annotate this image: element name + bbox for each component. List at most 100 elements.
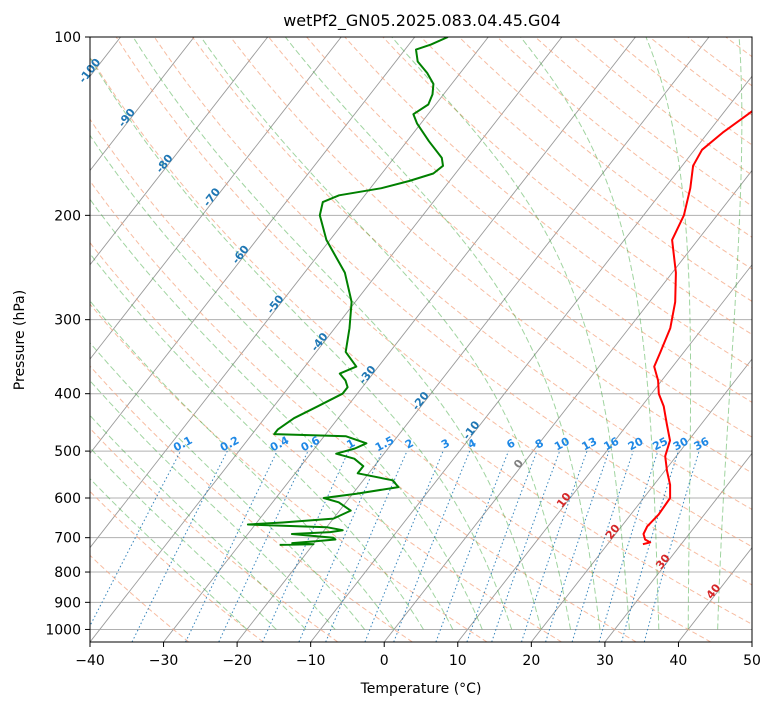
moist-adiabat-line (717, 37, 743, 630)
x-tick-label: −30 (149, 653, 179, 669)
mixing-ratio-line (364, 450, 444, 642)
dry-adiabat-line (115, 37, 752, 586)
mixing-ratio-label: 16 (602, 434, 622, 453)
y-tick-label: 300 (54, 313, 81, 329)
dry-adiabat-line (420, 37, 752, 302)
dry-adiabat-line (90, 490, 264, 642)
isotherm-line (90, 37, 269, 266)
axes: −40 −30 −20 −10 0 10 20 30 40 5010020030040050060… (45, 30, 761, 669)
isotherm-line (90, 37, 563, 642)
dry-adiabat-line (191, 37, 752, 511)
y-tick-label: 600 (54, 491, 81, 507)
isotherm-line (163, 37, 636, 642)
mixing-ratio-label: 10 (552, 435, 572, 454)
y-tick-label: 1000 (45, 622, 81, 638)
x-tick-label: 40 (670, 653, 688, 669)
mixing-ratio-line (571, 450, 634, 642)
dry-adiabat-line (382, 37, 752, 335)
temperature-curve (642, 110, 752, 546)
dry-adiabat-line (230, 37, 752, 474)
isotherm-label: -30 (356, 363, 379, 387)
x-tick-label: 50 (743, 653, 761, 669)
dry-adiabat-line (90, 365, 413, 642)
y-tick-label: 800 (54, 565, 81, 581)
isotherm-line (90, 37, 342, 360)
moist-adiabat-line (391, 37, 630, 630)
mixing-ratio-label: 2 (403, 436, 416, 451)
mixing-ratio-line (521, 450, 588, 642)
x-tick-label: 30 (596, 653, 614, 669)
mixing-ratio-label: 25 (650, 435, 670, 454)
isotherm-label: 0 (511, 457, 526, 471)
moist-adiabat-line (90, 300, 395, 630)
moist-adiabat-line (90, 342, 365, 630)
dry-adiabat-line (268, 37, 752, 438)
y-tick-label: 100 (54, 30, 81, 46)
dewpoint-curve (246, 37, 449, 546)
dry-adiabat-line (90, 241, 562, 642)
x-tick-label: 20 (522, 653, 540, 669)
dry-adiabat-line (344, 37, 752, 369)
isotherm-label: -70 (201, 185, 224, 209)
isotherm-line (90, 37, 489, 549)
x-tick-label: −10 (296, 653, 326, 669)
x-tick-label: 10 (449, 653, 467, 669)
isotherm-line (457, 264, 752, 642)
mixing-ratio-line (545, 450, 610, 642)
mixing-ratio-label: 4 (466, 436, 479, 451)
y-tick-label: 900 (54, 595, 81, 611)
moist-adiabat-line (284, 37, 601, 630)
moist-adiabat-line (90, 57, 513, 630)
mixing-ratio-line (262, 450, 349, 642)
isotherm-label: 10 (554, 490, 574, 510)
moist-adiabat-line (200, 37, 571, 630)
isotherm-line (236, 37, 710, 642)
dry-adiabat-line (90, 55, 752, 625)
chart-title: wetPf2_GN05.2025.083.04.45.G04 (283, 11, 561, 31)
plot-frame (89, 36, 753, 643)
isotherm-line (383, 169, 752, 642)
mixing-ratio-line (218, 450, 309, 642)
isotherm-label: -80 (153, 152, 176, 176)
moist-adiabat-line (90, 447, 277, 630)
mixing-ratio-line (325, 450, 408, 642)
moist-adiabat-line (90, 134, 483, 630)
dry-adiabat-line (90, 118, 712, 642)
moist-adiabat-line (90, 379, 336, 630)
dry-adiabat-line (90, 427, 339, 642)
moist-adiabat-line (90, 252, 424, 630)
mixing-ratio-label: 36 (692, 435, 712, 454)
x-tick-label: −40 (75, 653, 105, 669)
dry-adiabat-line (153, 37, 752, 548)
mixing-ratio-label: 3 (439, 436, 452, 451)
x-axis-title: Temperature (°C) (360, 681, 482, 697)
isotherm-line (90, 37, 416, 455)
dry-adiabat-line (573, 37, 752, 176)
mixing-ratio-line (435, 450, 509, 642)
mixing-ratio-line (466, 450, 538, 642)
moist-adiabat-line (90, 414, 307, 630)
dry-adiabat-line (90, 303, 488, 642)
mixing-ratio-line (643, 450, 700, 642)
dry-adiabat-line (611, 37, 752, 146)
y-tick-label: 500 (54, 444, 81, 460)
isotherm-line (530, 358, 752, 642)
moist-adiabat-line (520, 37, 660, 630)
isotherm-label: -50 (264, 292, 287, 316)
mixing-ratio-line (185, 450, 278, 642)
isotherm-line (310, 75, 752, 642)
mixing-ratio-label: 13 (580, 435, 600, 454)
y-tick-label: 200 (54, 208, 81, 224)
mixing-ratio-line (598, 450, 659, 642)
moist-adiabat-line (132, 37, 542, 630)
mixing-ratio-line (90, 450, 181, 628)
moist-adiabat-line (90, 198, 454, 630)
isotherm-line (678, 546, 752, 642)
isotherm-label: 20 (603, 522, 623, 542)
mixing-ratio-line (131, 450, 228, 642)
isotherm-label: -60 (229, 243, 252, 267)
x-tick-label: 0 (380, 653, 389, 669)
dry-adiabat-line (764, 37, 775, 642)
y-tick-label: 400 (54, 387, 81, 403)
